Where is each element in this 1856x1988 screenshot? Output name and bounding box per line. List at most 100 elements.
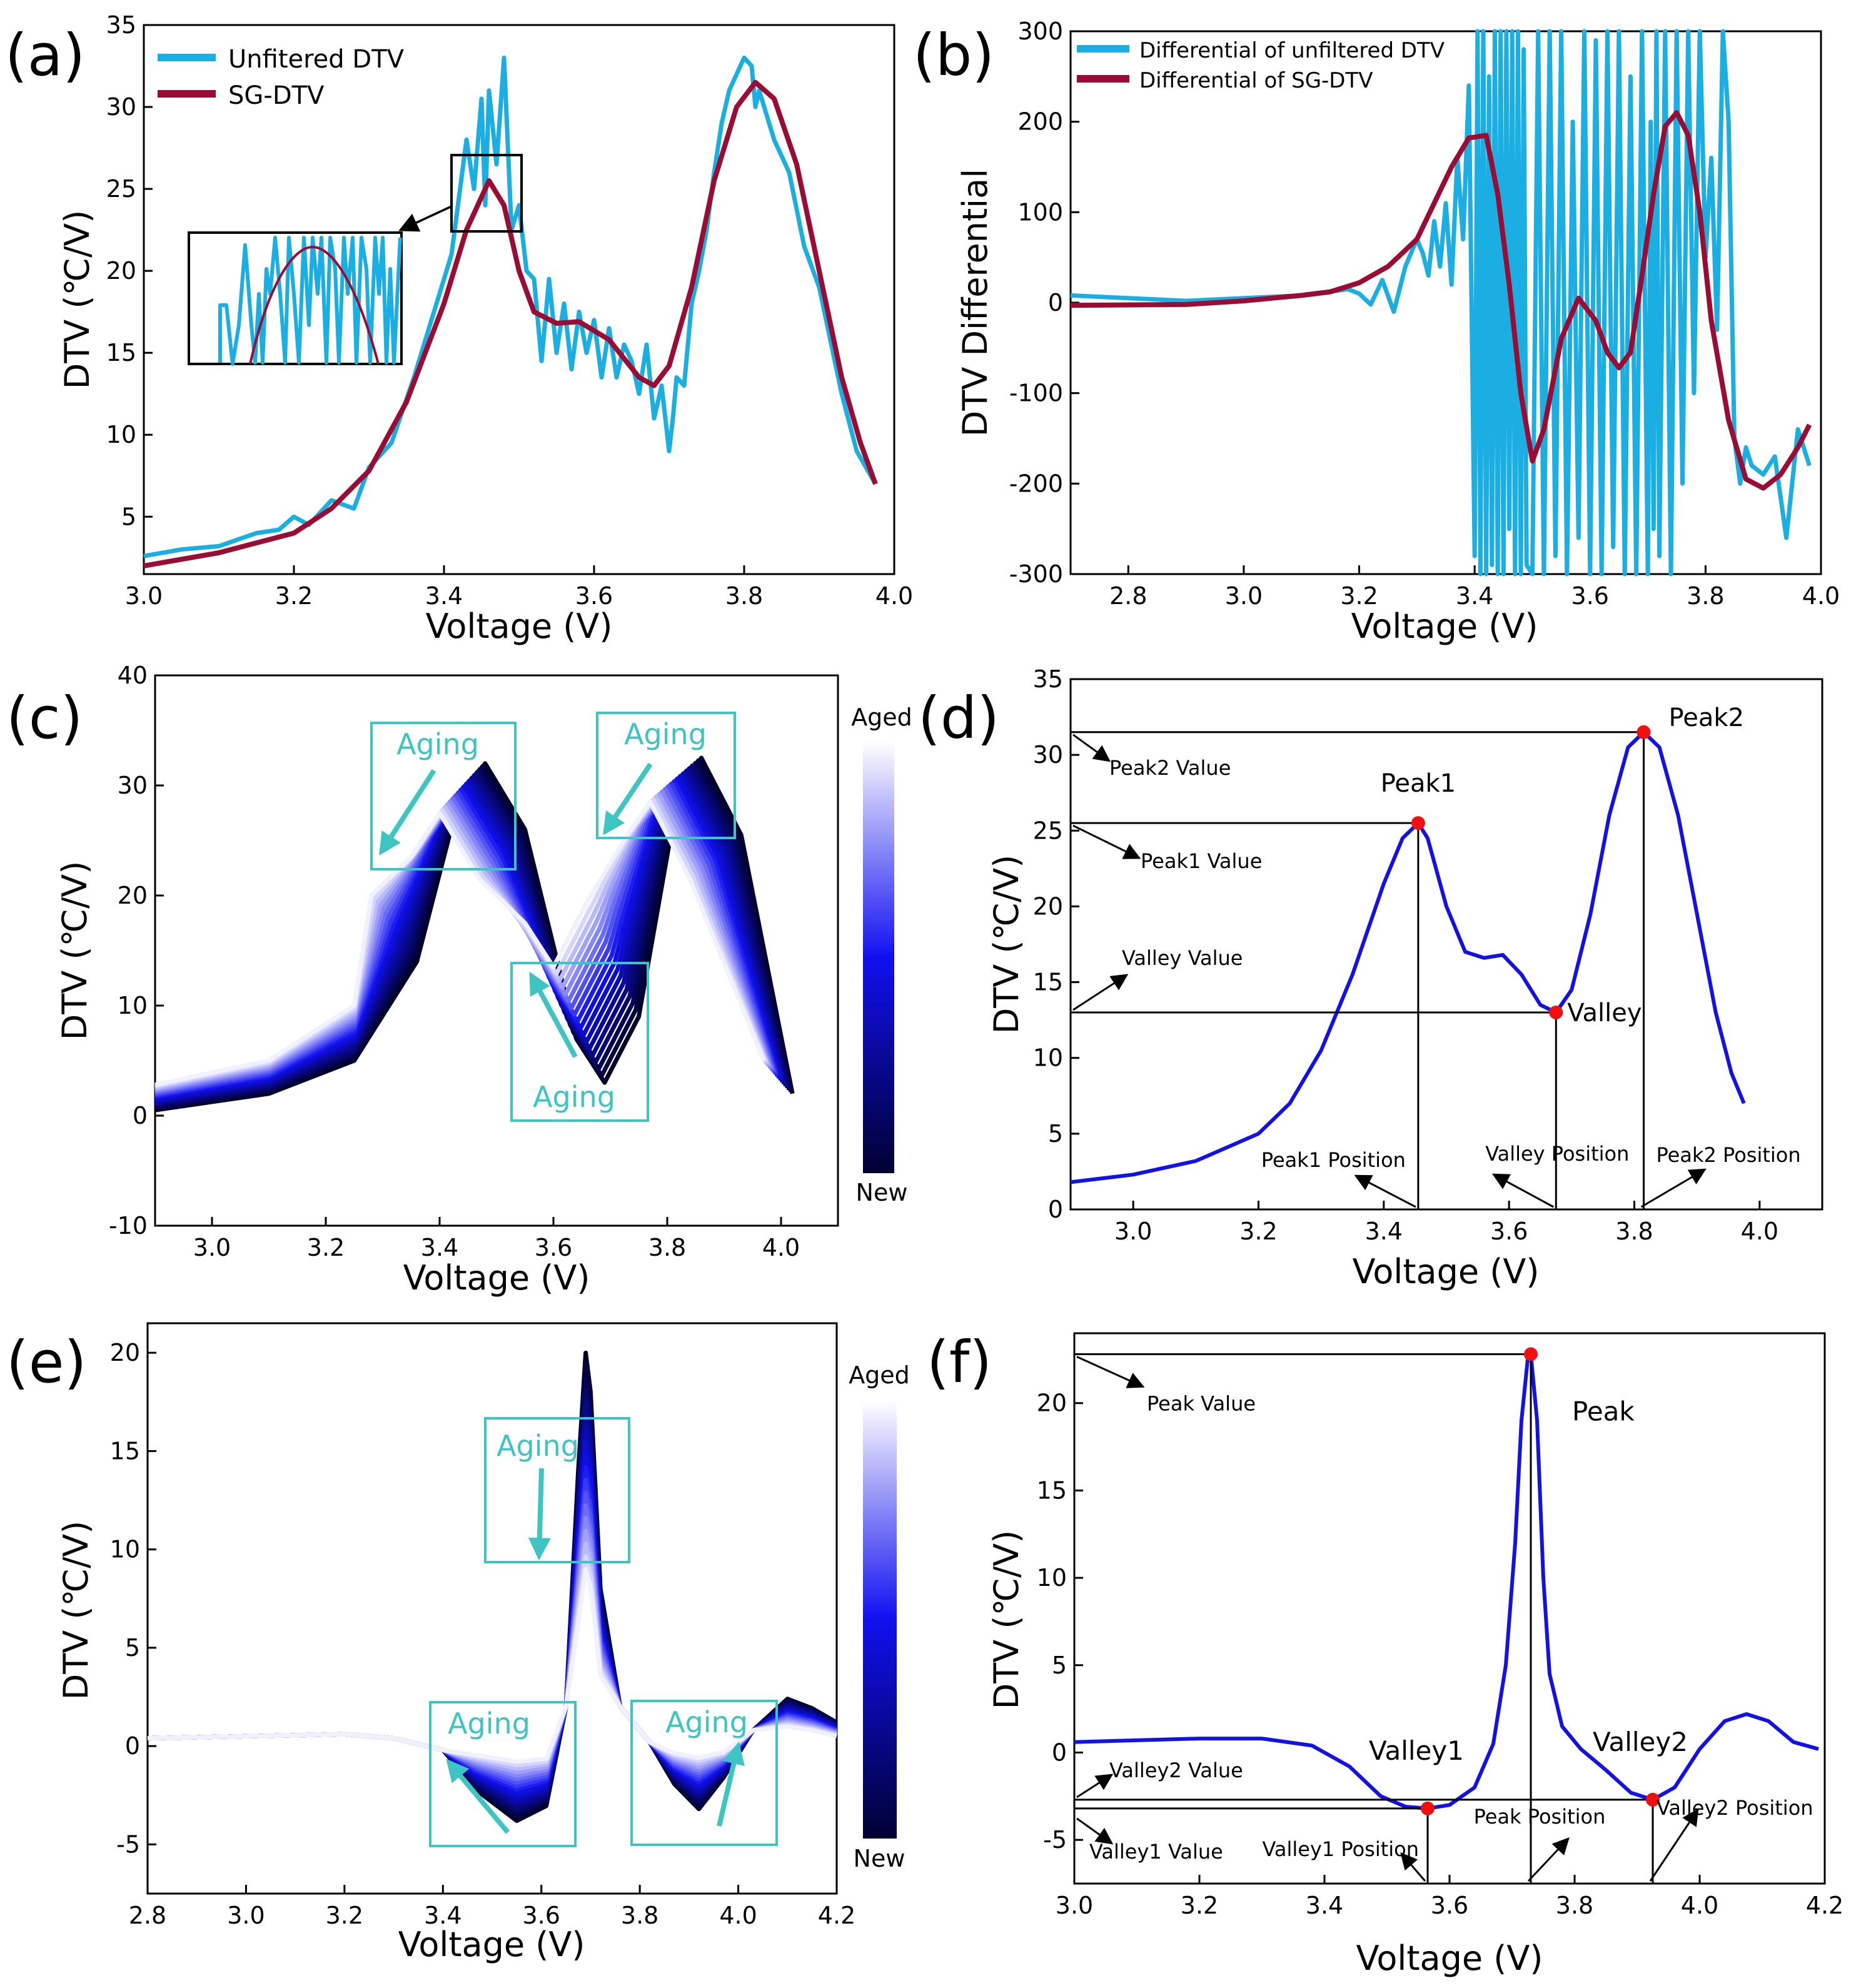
value-label-d-2: Peak2 Value (1109, 756, 1231, 780)
position-arrow-d-2 (1640, 1168, 1707, 1208)
x-tick-label-f-3: 3.6 (1431, 1892, 1468, 1919)
position-label-d-2: Peak2 Position (1657, 1143, 1801, 1167)
y-tick-label-f-0: -5 (1043, 1826, 1067, 1854)
value-arrow-f-2 (1076, 1774, 1114, 1799)
value-label-f-1: Valley1 Value (1089, 1840, 1223, 1864)
value-arrow-f-0 (1076, 1356, 1145, 1388)
x-tick-label-f-4: 3.8 (1556, 1892, 1593, 1919)
curve-e-17 (147, 1567, 837, 1764)
x-tick-label-e-5: 3.8 (621, 1902, 658, 1929)
aging-box-peak2-c (596, 712, 736, 839)
legend-entry-sg-b: Differential of SG-DTV (1139, 68, 1373, 93)
x-tick-label-c-0: 3.0 (193, 1234, 231, 1261)
x-axis-label-c: Voltage (V) (403, 1258, 590, 1298)
panel-label-e: (e) (6, 1329, 86, 1396)
plot-frame-d (1069, 678, 1823, 1211)
axis-ticks-c: 3.0 3.2 3.4 3.6 3.8 4.0 -10 0 10 20 30 40 (109, 662, 800, 1261)
x-tick-label-d-4: 3.8 (1615, 1218, 1653, 1245)
position-arrow-d-0 (1354, 1174, 1416, 1208)
y-tick-label-d-3: 15 (1033, 969, 1063, 996)
colorbar-e: Aged New (849, 1361, 910, 1872)
y-tick-label-b-3: 0 (1048, 289, 1063, 316)
panel-c: (c) 3.0 3.2 3.4 3.6 3.8 4.0 -10 0 10 20 30 40 Volta… (6, 662, 912, 1298)
aging-box-peak-e (484, 1417, 630, 1563)
x-tick-label-b-1: 3.0 (1225, 582, 1263, 610)
y-tick-label-a-1: 10 (106, 421, 136, 448)
x-tick-label-e-3: 3.4 (424, 1902, 461, 1929)
axis-ticks-d: 3.0 3.2 3.4 3.6 3.8 4.0 0 5 10 15 20 25 30 35 (1033, 665, 1778, 1245)
plot-frame-a (143, 24, 895, 575)
position-label-d-1: Valley Position (1485, 1142, 1629, 1166)
legend-b: Differential of unfiltered DTV Different… (1077, 38, 1445, 93)
panel-label-f: (f) (927, 1329, 992, 1396)
y-tick-label-c-4: 30 (118, 772, 148, 799)
series-dtv-d (1070, 730, 1746, 1184)
y-tick-label-f-1: 0 (1052, 1738, 1067, 1766)
aging-arrow-peak1-c (379, 769, 436, 856)
panel-e: (e) 2.8 3.0 3.2 3.4 3.6 3.8 4.0 4.2 -5 0 5 10 15 20 V… (6, 1322, 910, 1964)
position-arrow-f-2 (1649, 1808, 1699, 1882)
x-tick-label-a-4: 3.8 (725, 582, 763, 610)
y-tick-label-d-7: 35 (1033, 665, 1063, 693)
value-label-f-2: Valley2 Value (1109, 1758, 1243, 1782)
feature-marker-d-1 (1549, 1006, 1563, 1020)
y-tick-label-e-1: 0 (125, 1732, 140, 1760)
x-tick-label-d-5: 4.0 (1741, 1218, 1778, 1245)
value-label-d-1: Valley Value (1122, 946, 1243, 970)
y-tick-label-d-4: 20 (1033, 892, 1063, 920)
position-label-f-0: Peak Position (1474, 1805, 1606, 1829)
y-axis-label-b: DTV Differential (956, 169, 995, 436)
zoom-arrow-a (398, 205, 452, 232)
value-label-d-0: Peak1 Value (1141, 849, 1262, 873)
curve-e-9 (147, 1465, 838, 1792)
feature-name-f-0: Peak (1572, 1396, 1635, 1427)
x-tick-label-f-2: 3.4 (1306, 1892, 1343, 1919)
aging-annotations-e: Aging Aging Aging (429, 1417, 778, 1847)
position-label-f-2: Valley2 Position (1657, 1796, 1813, 1820)
panel-label-d: (d) (918, 685, 999, 752)
panel-d: (d) 3.0 3.2 3.4 3.6 3.8 4.0 0 5 10 15 20 25 30 35 Pea… (918, 665, 1823, 1291)
x-tick-label-d-1: 3.2 (1239, 1218, 1277, 1245)
series-unfiltered-diff-b (1070, 29, 1812, 577)
feature-name-d-1: Valley (1567, 999, 1642, 1027)
aging-box-valley2-e (630, 1700, 778, 1846)
position-arrow-f-1 (1400, 1852, 1426, 1882)
aging-label-peak2-c: Aging (624, 717, 707, 751)
x-axis-label-e: Voltage (V) (398, 1925, 585, 1964)
colorbar-top-label-e: Aged (849, 1361, 910, 1389)
y-tick-label-a-6: 35 (106, 11, 136, 39)
value-arrow-f-1 (1076, 1817, 1114, 1845)
position-arrow-f-0 (1527, 1837, 1570, 1882)
panel-f: (f) 3.0 3.2 3.4 3.6 3.8 4.0 4.2 -5 0 5 10 15 20 Peak… (927, 1329, 1843, 1978)
inset-a (188, 231, 403, 366)
x-tick-label-c-3: 3.6 (535, 1234, 572, 1261)
y-tick-label-d-5: 25 (1033, 817, 1063, 844)
x-tick-label-b-5: 3.8 (1687, 582, 1724, 610)
value-label-f-0: Peak Value (1147, 1392, 1256, 1416)
axis-ticks-b: 2.8 3.0 3.2 3.4 3.6 3.8 4.0 -300 -200 -100 0 100 200… (1009, 18, 1840, 610)
y-tick-label-c-5: 40 (118, 662, 148, 689)
y-tick-label-b-4: 100 (1017, 198, 1063, 226)
panel-a: (a) 3.0 3.2 3.4 3.6 3.8 4.0 5 10 15 20 25 30 35 Volt… (5, 11, 913, 646)
y-tick-label-c-2: 10 (118, 992, 148, 1019)
x-tick-label-e-0: 2.8 (129, 1902, 166, 1929)
y-tick-label-e-2: 5 (125, 1634, 140, 1662)
x-tick-label-f-5: 4.0 (1681, 1892, 1718, 1919)
feature-marker-f-0 (1524, 1347, 1538, 1361)
y-axis-label-d: DTV (℃/V) (987, 855, 1026, 1034)
feature-name-f-2: Valley2 (1593, 1727, 1688, 1757)
y-tick-label-d-1: 5 (1048, 1120, 1063, 1148)
y-axis-label-c: DTV (℃/V) (55, 861, 94, 1041)
y-tick-label-c-1: 0 (133, 1102, 148, 1129)
series-marks-d: Peak1 Peak1 Value Peak1 Position Valley Vall… (1070, 704, 1801, 1209)
y-tick-label-f-2: 5 (1052, 1652, 1067, 1679)
feature-marker-d-2 (1637, 725, 1651, 739)
aging-label-valley2-e: Aging (665, 1705, 748, 1739)
aging-label-peak-e: Aging (497, 1429, 579, 1463)
legend-a: Unfitered DTV SG-DTV (158, 45, 405, 110)
position-label-d-0: Peak1 Position (1261, 1148, 1406, 1172)
plot-frame-c (154, 674, 839, 1227)
aging-box-peak1-c (370, 722, 517, 870)
x-tick-label-b-0: 2.8 (1109, 582, 1147, 610)
y-tick-label-a-5: 30 (106, 93, 136, 121)
